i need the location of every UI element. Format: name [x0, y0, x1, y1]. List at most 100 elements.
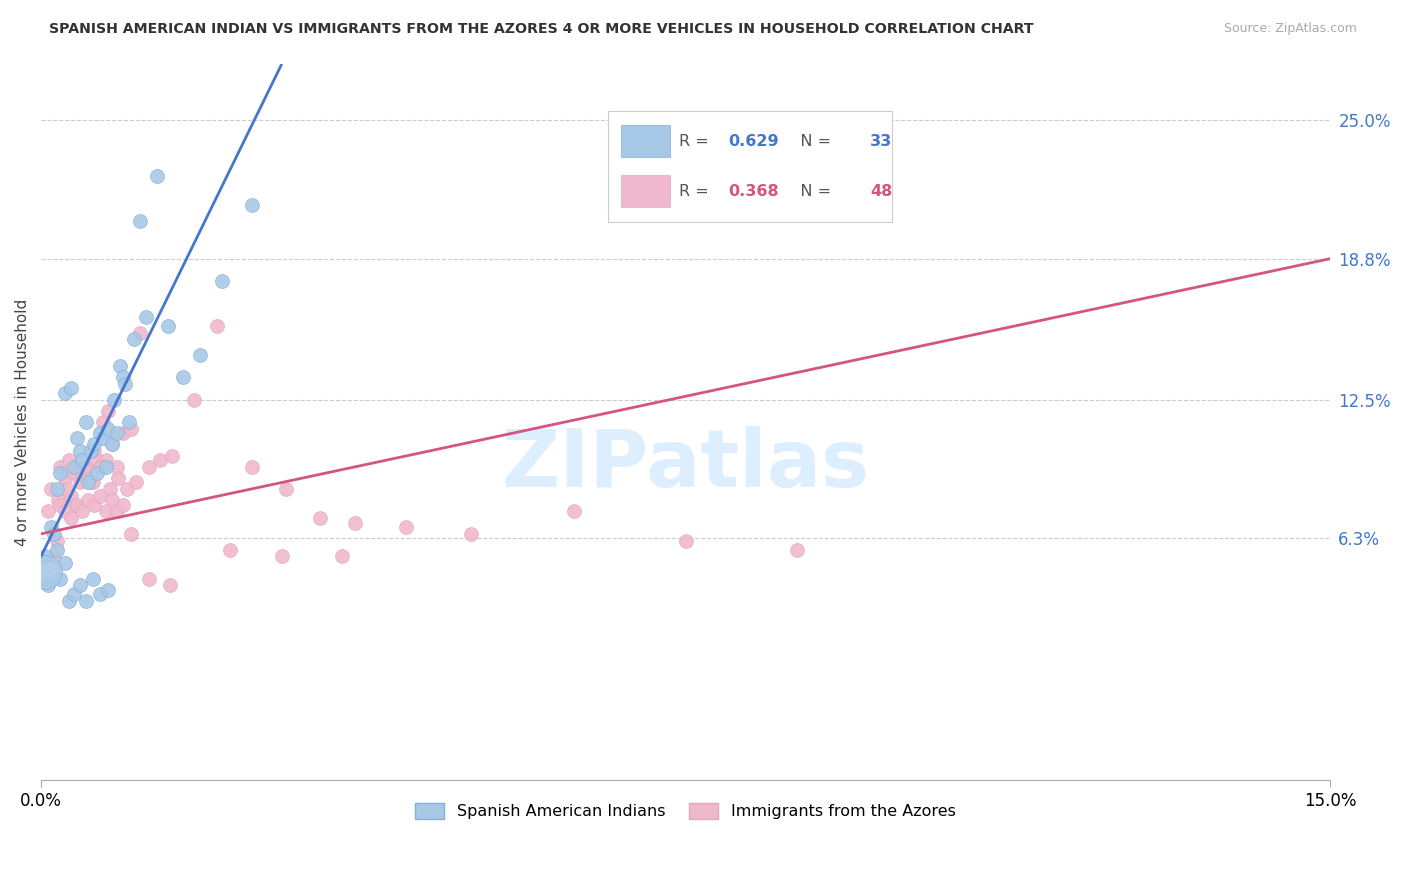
Point	[91, 431, 114, 445]
Text: N =: N =	[785, 134, 837, 149]
Point	[34, 549, 56, 564]
Point	[45, 542, 67, 557]
Point	[97, 582, 120, 597]
FancyBboxPatch shape	[621, 125, 671, 157]
Point	[160, 449, 183, 463]
Point	[240, 459, 263, 474]
Text: 48: 48	[870, 184, 893, 199]
Text: R =: R =	[679, 134, 714, 149]
Point	[75, 594, 97, 608]
Point	[69, 475, 91, 490]
FancyBboxPatch shape	[621, 175, 671, 207]
Point	[42, 527, 65, 541]
Point	[118, 415, 141, 429]
Point	[188, 348, 211, 362]
Point	[159, 578, 181, 592]
Point	[115, 482, 138, 496]
Point	[42, 549, 65, 564]
Point	[460, 527, 482, 541]
Point	[111, 426, 134, 441]
Point	[62, 467, 84, 481]
Point	[395, 520, 418, 534]
Point	[97, 422, 120, 436]
Point	[83, 498, 105, 512]
Point	[66, 431, 89, 445]
Point	[58, 594, 80, 608]
Point	[330, 549, 353, 564]
Point	[219, 542, 242, 557]
Point	[129, 213, 152, 227]
Text: Source: ZipAtlas.com: Source: ZipAtlas.com	[1223, 22, 1357, 36]
Point	[77, 475, 100, 490]
Point	[80, 475, 103, 490]
Point	[98, 482, 121, 496]
Point	[37, 504, 59, 518]
Point	[120, 527, 142, 541]
Point	[66, 459, 89, 474]
Point	[111, 498, 134, 512]
Point	[34, 565, 56, 579]
Point	[94, 453, 117, 467]
Point	[62, 459, 84, 474]
Point	[89, 459, 111, 474]
Point	[75, 459, 97, 474]
Point	[60, 381, 83, 395]
Point	[73, 459, 96, 474]
Point	[60, 489, 83, 503]
Point	[91, 415, 114, 429]
Y-axis label: 4 or more Vehicles in Household: 4 or more Vehicles in Household	[15, 299, 30, 546]
Point	[100, 493, 122, 508]
Point	[138, 572, 160, 586]
Point	[49, 459, 72, 474]
Point	[49, 467, 72, 481]
Point	[343, 516, 366, 530]
Point	[114, 376, 136, 391]
Point	[100, 437, 122, 451]
Point	[69, 444, 91, 458]
Text: ZIPatlas: ZIPatlas	[502, 426, 870, 504]
Point	[274, 482, 297, 496]
Point	[100, 437, 122, 451]
Point	[240, 198, 263, 212]
Point	[103, 392, 125, 407]
Point	[309, 511, 332, 525]
Point	[97, 404, 120, 418]
Point	[86, 467, 108, 481]
Point	[49, 498, 72, 512]
Point	[53, 504, 76, 518]
Point	[90, 459, 112, 474]
Point	[69, 578, 91, 592]
Point	[75, 415, 97, 429]
Point	[89, 587, 111, 601]
Point	[80, 444, 103, 458]
Point	[183, 392, 205, 407]
Point	[270, 549, 292, 564]
Point	[89, 426, 111, 441]
Point	[146, 169, 169, 183]
Point	[37, 578, 59, 592]
Point	[135, 310, 157, 324]
Point	[157, 318, 180, 333]
Text: 0.368: 0.368	[728, 184, 779, 199]
Point	[120, 422, 142, 436]
Text: SPANISH AMERICAN INDIAN VS IMMIGRANTS FROM THE AZORES 4 OR MORE VEHICLES IN HOUS: SPANISH AMERICAN INDIAN VS IMMIGRANTS FR…	[49, 22, 1033, 37]
Text: 33: 33	[870, 134, 893, 149]
Point	[41, 482, 63, 496]
Point	[124, 475, 146, 490]
Point	[53, 556, 76, 570]
Point	[77, 493, 100, 508]
Point	[83, 437, 105, 451]
Point	[207, 318, 229, 333]
Point	[138, 459, 160, 474]
Point	[45, 482, 67, 496]
Point	[129, 326, 152, 340]
Point	[60, 511, 83, 525]
Point	[41, 520, 63, 534]
Point	[149, 453, 172, 467]
Text: N =: N =	[785, 184, 837, 199]
Point	[46, 493, 69, 508]
Point	[786, 542, 808, 557]
Point	[83, 444, 105, 458]
Point	[77, 471, 100, 485]
Point	[105, 504, 128, 518]
